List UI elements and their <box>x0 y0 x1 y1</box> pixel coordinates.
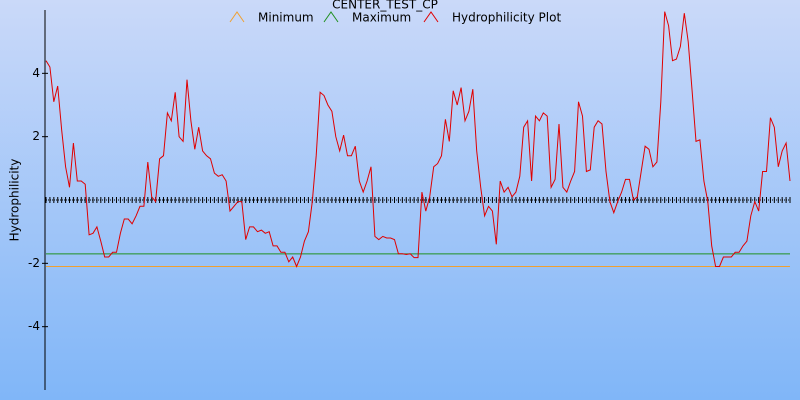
y-tick-label: -4 <box>28 319 40 333</box>
legend-label: Minimum <box>258 11 314 25</box>
y-tick-label: 2 <box>32 129 40 143</box>
legend-icon <box>323 11 339 23</box>
data-line <box>45 11 791 268</box>
legend-icon <box>423 11 439 23</box>
y-axis-label: Hydrophilicity <box>8 159 22 242</box>
legend-label: Maximum <box>352 11 411 25</box>
y-tick-label: -2 <box>28 256 40 270</box>
legend-label: Hydrophilicity Plot <box>452 11 561 25</box>
y-tick-label: 4 <box>32 66 40 80</box>
legend-icon <box>229 11 245 23</box>
chart-title: CENTER_TEST_CP <box>332 0 438 12</box>
